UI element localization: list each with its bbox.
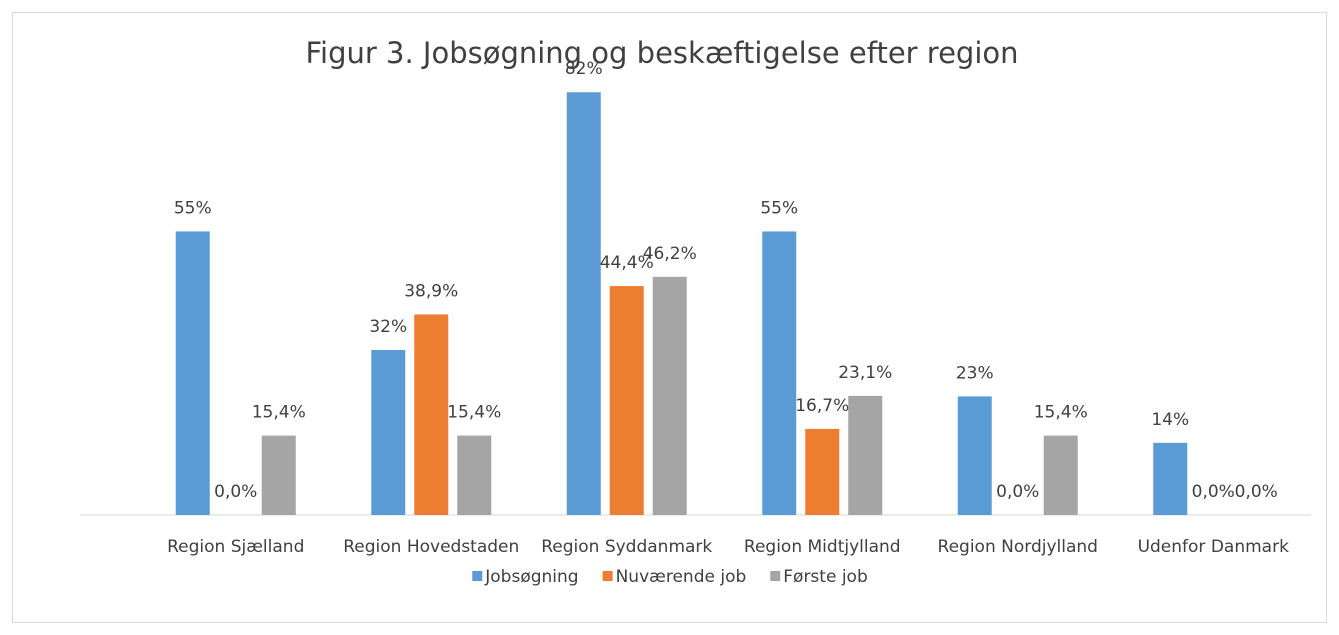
data-label: 0,0% xyxy=(1235,482,1278,502)
data-label: 32% xyxy=(369,317,407,337)
x-tick-label: Region Midtjylland xyxy=(744,537,901,557)
data-label: 0,0% xyxy=(1192,482,1235,502)
data-label: 23% xyxy=(956,363,994,383)
legend-swatch xyxy=(770,571,781,581)
x-tick-label: Region Hovedstaden xyxy=(343,537,519,557)
data-label: 46,2% xyxy=(643,244,697,264)
bar xyxy=(762,231,797,515)
bar xyxy=(175,231,210,515)
bar xyxy=(566,92,601,515)
bar xyxy=(805,428,840,515)
bar xyxy=(1043,435,1078,515)
legend-label: Første job xyxy=(783,567,867,587)
bar xyxy=(957,396,992,515)
chart-title: Figur 3. Jobsøgning og beskæftigelse eft… xyxy=(305,36,1018,70)
data-label: 55% xyxy=(174,198,212,218)
data-label: 15,4% xyxy=(1034,403,1088,423)
data-label: 0,0% xyxy=(214,482,257,502)
x-tick-label: Region Syddanmark xyxy=(541,537,712,557)
data-label: 44,4% xyxy=(600,253,654,273)
x-tick-label: Region Sjælland xyxy=(167,537,304,557)
data-label: 16,7% xyxy=(795,396,849,416)
legend-swatch xyxy=(472,571,483,581)
bar xyxy=(457,435,492,515)
legend-label: Jobsøgning xyxy=(484,567,578,587)
bar xyxy=(609,286,644,515)
bar xyxy=(652,276,687,515)
x-tick-label: Udenfor Danmark xyxy=(1138,537,1289,557)
bar xyxy=(1153,442,1188,515)
data-label: 15,4% xyxy=(252,403,306,423)
data-label: 14% xyxy=(1151,410,1189,430)
bar xyxy=(414,314,449,515)
data-label: 82% xyxy=(565,59,603,79)
data-label: 55% xyxy=(760,198,798,218)
bar xyxy=(371,350,406,515)
bar xyxy=(848,395,883,515)
data-label: 15,4% xyxy=(447,403,501,423)
data-label: 38,9% xyxy=(404,281,458,301)
data-label: 0,0% xyxy=(996,482,1039,502)
legend-swatch xyxy=(602,571,613,581)
data-label: 23,1% xyxy=(838,363,892,383)
bar xyxy=(261,435,296,515)
x-tick-label: Region Nordjylland xyxy=(938,537,1098,557)
legend-label: Nuværende job xyxy=(616,567,747,587)
